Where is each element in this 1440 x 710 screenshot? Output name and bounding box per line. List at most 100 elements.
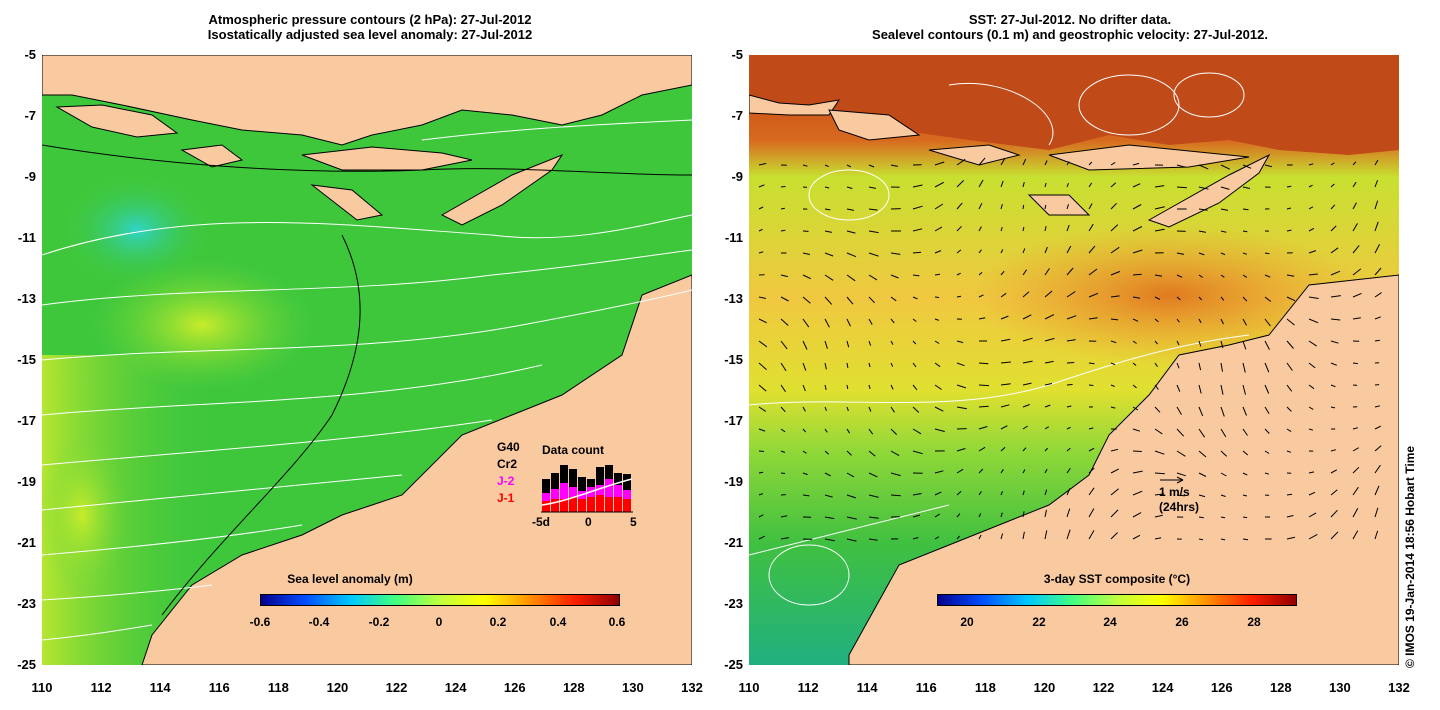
velocity-arrow bbox=[868, 186, 876, 189]
velocity-arrow bbox=[1242, 340, 1247, 350]
velocity-arrow bbox=[824, 208, 831, 211]
sea-level-anomaly-map[interactable]: G40 Cr2 J-2 J-1 Data count -5d 0 5 bbox=[42, 55, 692, 665]
land-island-flores bbox=[1048, 144, 1250, 171]
latitude-tick-label: -17 bbox=[724, 413, 743, 428]
velocity-arrow bbox=[1022, 404, 1030, 408]
velocity-arrow bbox=[1066, 426, 1071, 430]
sla-low-anomaly bbox=[62, 175, 212, 285]
velocity-arrow bbox=[978, 468, 984, 474]
velocity-arrow bbox=[956, 225, 962, 232]
velocity-arrow bbox=[1286, 274, 1295, 277]
sla-high-anomaly-2 bbox=[42, 435, 127, 595]
velocity-arrow bbox=[978, 405, 989, 408]
velocity-arrow bbox=[1286, 296, 1296, 302]
velocity-arrow bbox=[978, 491, 982, 496]
latitude-tick-label: -13 bbox=[724, 291, 743, 306]
velocity-arrow bbox=[1044, 530, 1048, 540]
right-title-line2: Sealevel contours (0.1 m) and geostrophi… bbox=[872, 27, 1268, 42]
velocity-arrow bbox=[1330, 531, 1339, 540]
velocity-arrow bbox=[1000, 249, 1004, 254]
velocity-arrow bbox=[1220, 450, 1228, 457]
velocity-arrow bbox=[1220, 230, 1227, 233]
velocity-arrow bbox=[1308, 428, 1314, 431]
velocity-arrow bbox=[1110, 384, 1115, 387]
sst-map[interactable]: 1 m/s (24hrs) 3-day SST composite (°C) 2… bbox=[749, 55, 1399, 665]
velocity-arrow bbox=[1022, 291, 1030, 298]
velocity-arrow bbox=[1154, 514, 1163, 518]
velocity-arrow bbox=[956, 180, 965, 188]
sla-high-anomaly-1 bbox=[92, 260, 312, 390]
sst-colorbar-label: 24 bbox=[1103, 615, 1117, 629]
velocity-arrow bbox=[912, 340, 917, 345]
velocity-arrow bbox=[846, 230, 856, 234]
velocity-arrow bbox=[1352, 223, 1358, 232]
velocity-arrow bbox=[780, 274, 789, 278]
velocity-arrow bbox=[846, 450, 852, 456]
velocity-arrow bbox=[1022, 337, 1033, 342]
velocity-arrow bbox=[1264, 164, 1273, 168]
velocity-arrow bbox=[1088, 467, 1095, 474]
velocity-arrow bbox=[846, 318, 851, 327]
velocity-arrow bbox=[1330, 489, 1338, 496]
velocity-arrow bbox=[1176, 274, 1183, 278]
velocity-arrow bbox=[1110, 362, 1116, 366]
velocity-arrow bbox=[758, 406, 767, 412]
velocity-arrow bbox=[824, 252, 834, 257]
velocity-arrow bbox=[1132, 490, 1143, 496]
velocity-arrow bbox=[934, 203, 944, 210]
velocity-arrow bbox=[956, 406, 967, 410]
velocity-arrow bbox=[868, 274, 878, 281]
land-areas bbox=[42, 55, 692, 665]
velocity-arrow bbox=[1066, 315, 1077, 320]
velocity-arrow bbox=[824, 296, 833, 305]
velocity-arrow bbox=[1198, 318, 1202, 324]
velocity-arrow bbox=[1286, 515, 1294, 518]
velocity-arrow bbox=[1242, 164, 1252, 169]
velocity-arrow bbox=[1286, 207, 1292, 210]
velocity-arrow bbox=[934, 273, 941, 276]
latitude-tick-label: -21 bbox=[17, 535, 36, 550]
sla-colorbar-label: 0.2 bbox=[489, 615, 507, 629]
velocity-arrow bbox=[1000, 533, 1004, 540]
longitude-tick-label: 122 bbox=[385, 680, 408, 695]
velocity-arrow bbox=[1198, 252, 1205, 256]
velocity-arrow bbox=[1044, 204, 1047, 210]
velocity-arrow bbox=[912, 406, 920, 413]
velocity-arrow bbox=[1264, 274, 1271, 278]
velocity-arrow bbox=[1198, 208, 1208, 211]
velocity-arrow bbox=[956, 468, 964, 474]
sst-colorbar-label: 22 bbox=[1032, 615, 1046, 629]
velocity-arrow bbox=[1374, 425, 1382, 430]
velocity-arrow bbox=[912, 537, 919, 540]
velocity-arrow bbox=[1066, 468, 1071, 474]
velocity-arrow bbox=[1154, 537, 1162, 540]
velocity-arrow bbox=[1044, 383, 1053, 386]
velocity-arrow bbox=[868, 340, 872, 346]
velocity-arrow bbox=[1264, 252, 1270, 255]
velocity-arrow bbox=[1132, 249, 1143, 254]
legend-sat-g40: G40 bbox=[497, 440, 520, 454]
velocity-arrow bbox=[912, 384, 918, 391]
velocity-arrow bbox=[1088, 292, 1099, 298]
velocity-arrow bbox=[1044, 426, 1049, 430]
velocity-arrow bbox=[1000, 315, 1009, 320]
velocity-arrow bbox=[1286, 536, 1296, 540]
velocity-arrow bbox=[1308, 318, 1319, 324]
sla-colorbar bbox=[260, 594, 620, 606]
velocity-arrow bbox=[1352, 466, 1360, 474]
velocity-arrow bbox=[868, 164, 875, 168]
velocity-arrow bbox=[846, 296, 854, 305]
velocity-arrow bbox=[1220, 472, 1227, 477]
velocity-arrow bbox=[1110, 509, 1119, 518]
velocity-arrow bbox=[868, 450, 876, 457]
velocity-arrow bbox=[956, 535, 961, 540]
velocity-arrow bbox=[1088, 447, 1095, 452]
velocity-arrow bbox=[868, 516, 879, 519]
velocity-arrow bbox=[1374, 339, 1380, 342]
longitude-tick-label: 130 bbox=[1329, 680, 1351, 695]
velocity-arrow bbox=[1308, 512, 1317, 518]
velocity-arrow bbox=[912, 514, 921, 518]
velocity-arrow bbox=[1022, 531, 1025, 540]
velocity-arrow bbox=[1374, 485, 1380, 496]
velocity-arrow bbox=[824, 450, 830, 455]
